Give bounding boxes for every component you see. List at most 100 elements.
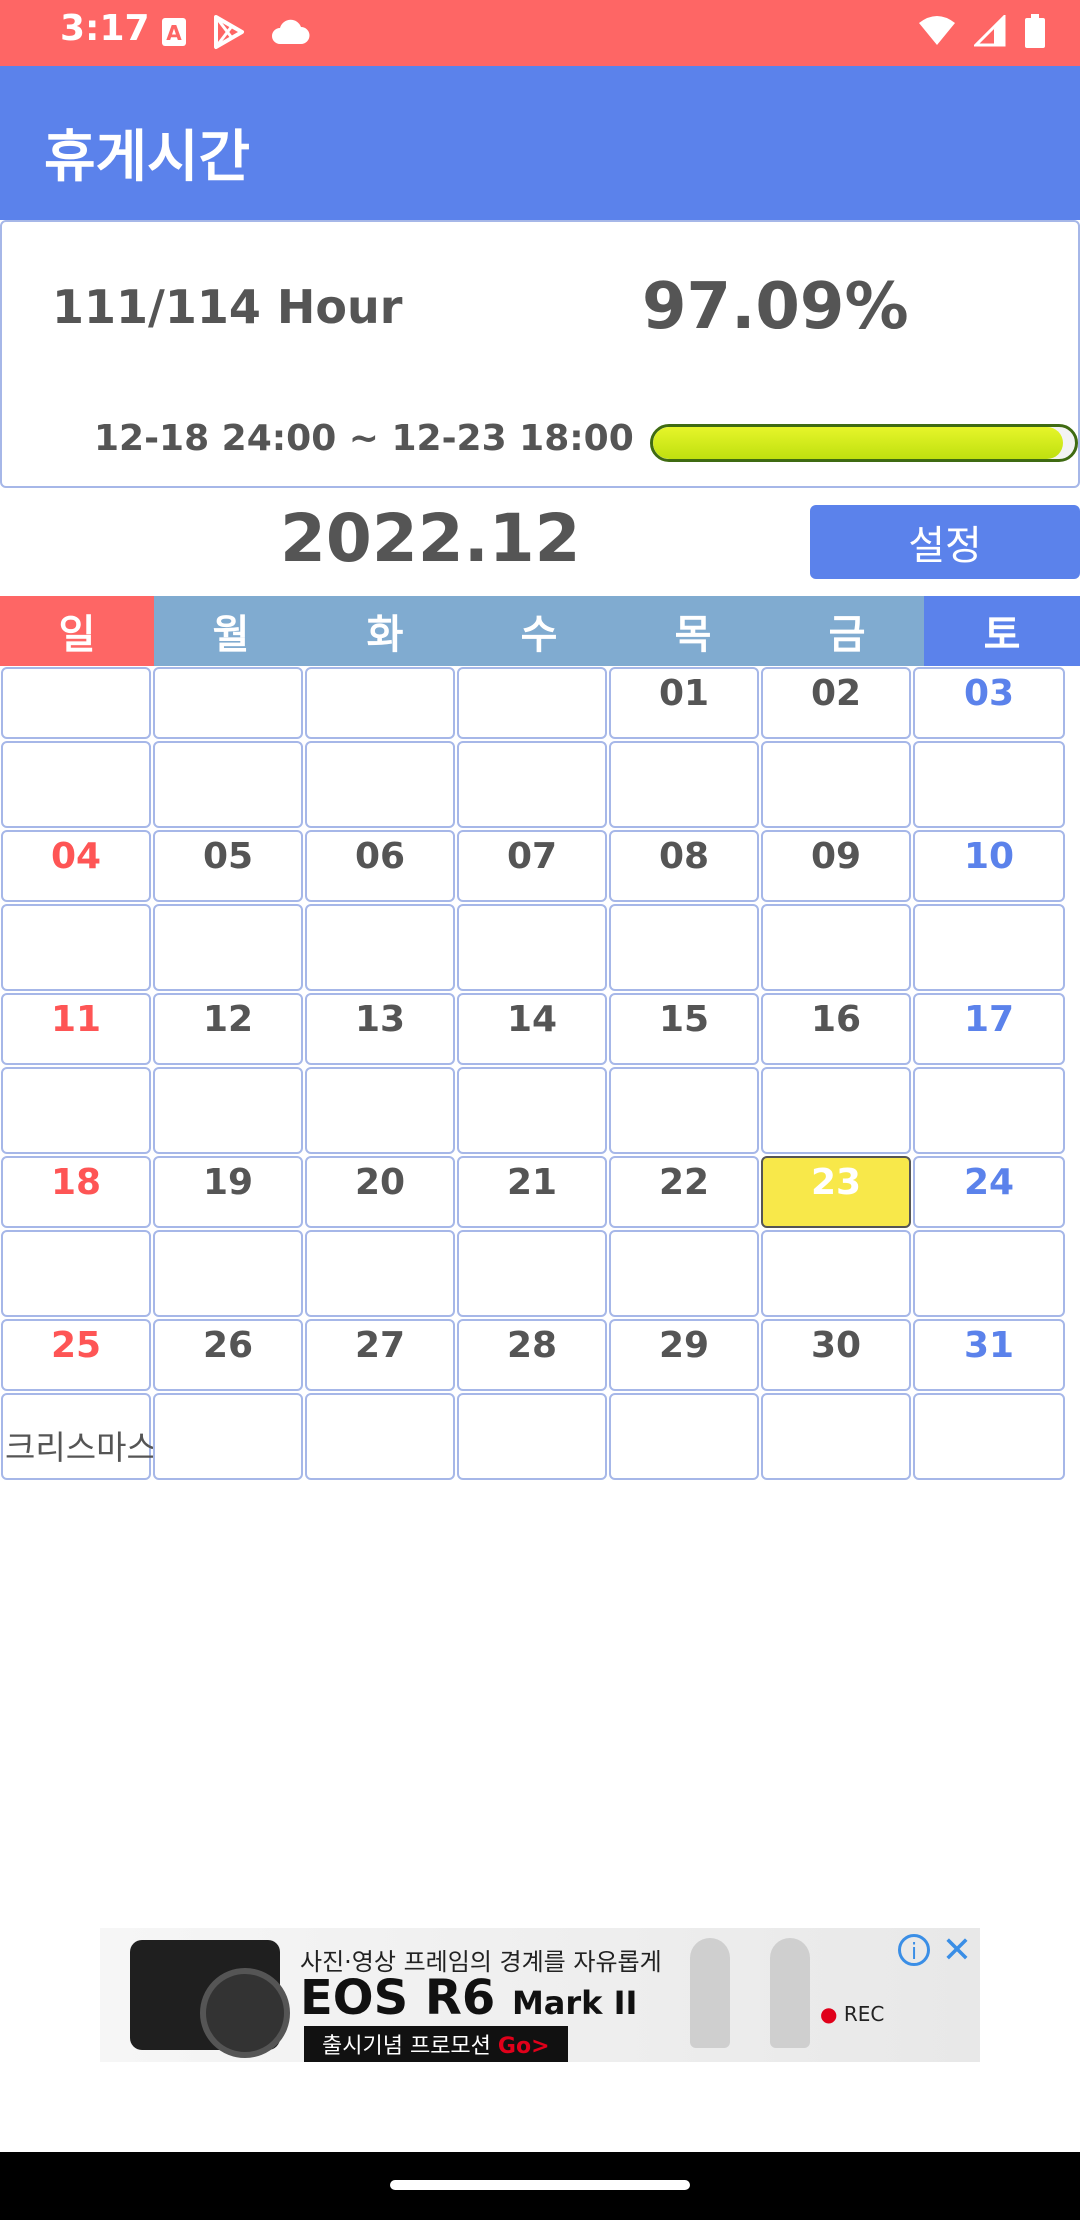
note-cell[interactable] (305, 1393, 455, 1480)
note-cell[interactable] (913, 1067, 1065, 1154)
date-cell[interactable]: 09 (761, 830, 911, 902)
note-cell[interactable] (457, 904, 607, 991)
note-cell[interactable] (761, 1067, 911, 1154)
settings-button[interactable]: 설정 (810, 505, 1080, 579)
ad-banner[interactable]: 사진·영상 프레임의 경계를 자유롭게 EOS R6 Mark II 출시기념 … (100, 1928, 980, 2062)
note-cell[interactable] (1, 741, 151, 828)
date-cell[interactable]: 22 (609, 1156, 759, 1228)
date-number: 24 (963, 1162, 1015, 1203)
note-cell[interactable] (609, 1067, 759, 1154)
ad-close-icon[interactable]: ✕ (941, 1930, 972, 1971)
date-cell[interactable]: 21 (457, 1156, 607, 1228)
date-cell[interactable]: 29 (609, 1319, 759, 1391)
note-cell[interactable] (457, 1393, 607, 1480)
note-row (0, 903, 1080, 992)
date-cell[interactable]: 13 (305, 993, 455, 1065)
weekday-5: 금 (770, 596, 924, 666)
note-cell[interactable] (305, 1067, 455, 1154)
empty-date-cell[interactable] (305, 667, 455, 739)
weekday-4: 목 (616, 596, 770, 666)
date-cell[interactable]: 18 (1, 1156, 151, 1228)
note-cell[interactable] (153, 1393, 303, 1480)
ad-rec-label: REC (843, 2002, 885, 2026)
summary-card: 111/114 Hour 97.09% 12-18 24:00 ~ 12-23 … (0, 220, 1080, 488)
date-number: 05 (202, 836, 254, 877)
ad-promo: 출시기념 프로모션 Go> (304, 2026, 568, 2062)
note-cell[interactable] (457, 1067, 607, 1154)
note-cell[interactable] (609, 1230, 759, 1317)
note-cell[interactable] (305, 1230, 455, 1317)
date-cell[interactable]: 23 (761, 1156, 911, 1228)
note-cell[interactable] (761, 1230, 911, 1317)
note-cell[interactable] (153, 1067, 303, 1154)
date-cell[interactable]: 01 (609, 667, 759, 739)
empty-date-cell[interactable] (1, 667, 151, 739)
note-cell[interactable] (609, 1393, 759, 1480)
date-cell[interactable]: 05 (153, 830, 303, 902)
home-handle[interactable] (390, 2180, 690, 2190)
rec-dot-icon: ● (820, 2002, 838, 2026)
weekday-2: 화 (308, 596, 462, 666)
note-row (0, 1066, 1080, 1155)
app-title: 휴게시간 (44, 125, 251, 190)
date-cell[interactable]: 28 (457, 1319, 607, 1391)
note-cell[interactable] (609, 741, 759, 828)
date-cell[interactable]: 08 (609, 830, 759, 902)
note-cell[interactable] (153, 904, 303, 991)
note-text: 크리스마스 (5, 1428, 157, 1467)
note-cell[interactable] (913, 741, 1065, 828)
note-cell[interactable] (305, 741, 455, 828)
date-cell[interactable]: 20 (305, 1156, 455, 1228)
note-cell[interactable] (913, 904, 1065, 991)
date-cell[interactable]: 27 (305, 1319, 455, 1391)
battery-icon (1025, 14, 1045, 48)
date-cell[interactable]: 10 (913, 830, 1065, 902)
date-cell[interactable]: 12 (153, 993, 303, 1065)
date-number: 10 (963, 836, 1015, 877)
signal-icon (974, 15, 1006, 47)
note-cell[interactable] (457, 741, 607, 828)
empty-date-cell[interactable] (457, 667, 607, 739)
note-cell[interactable] (609, 904, 759, 991)
note-cell[interactable] (1, 1067, 151, 1154)
date-cell[interactable]: 03 (913, 667, 1065, 739)
date-cell[interactable]: 15 (609, 993, 759, 1065)
navigation-bar (0, 2152, 1080, 2220)
date-cell[interactable]: 02 (761, 667, 911, 739)
date-cell[interactable]: 16 (761, 993, 911, 1065)
note-cell[interactable] (761, 741, 911, 828)
note-cell[interactable] (457, 1230, 607, 1317)
note-cell[interactable] (913, 1393, 1065, 1480)
date-number: 04 (50, 836, 102, 877)
date-cell[interactable]: 24 (913, 1156, 1065, 1228)
date-cell[interactable]: 06 (305, 830, 455, 902)
date-cell[interactable]: 07 (457, 830, 607, 902)
date-cell[interactable]: 11 (1, 993, 151, 1065)
date-cell[interactable]: 14 (457, 993, 607, 1065)
ad-info-icon[interactable]: i (898, 1934, 930, 1966)
note-cell[interactable] (153, 1230, 303, 1317)
date-cell[interactable]: 19 (153, 1156, 303, 1228)
empty-date-cell[interactable] (153, 667, 303, 739)
break-period: 12-18 24:00 ~ 12-23 18:00 (94, 418, 634, 459)
date-cell[interactable]: 04 (1, 830, 151, 902)
date-number: 19 (202, 1162, 254, 1203)
date-number: 26 (202, 1325, 254, 1366)
date-cell[interactable]: 30 (761, 1319, 911, 1391)
date-number: 28 (506, 1325, 558, 1366)
note-cell[interactable] (305, 904, 455, 991)
note-cell[interactable] (1, 904, 151, 991)
note-cell[interactable] (761, 904, 911, 991)
note-cell[interactable] (761, 1393, 911, 1480)
note-cell[interactable] (153, 741, 303, 828)
date-cell[interactable]: 25 (1, 1319, 151, 1391)
date-cell[interactable]: 31 (913, 1319, 1065, 1391)
note-cell[interactable] (913, 1230, 1065, 1317)
status-bar: 3:17 A (0, 0, 1080, 66)
date-cell[interactable]: 26 (153, 1319, 303, 1391)
date-cell[interactable]: 17 (913, 993, 1065, 1065)
note-cell[interactable] (1, 1230, 151, 1317)
weekday-1: 월 (154, 596, 308, 666)
note-cell[interactable]: 크리스마스 (1, 1393, 157, 1480)
date-number: 20 (354, 1162, 406, 1203)
